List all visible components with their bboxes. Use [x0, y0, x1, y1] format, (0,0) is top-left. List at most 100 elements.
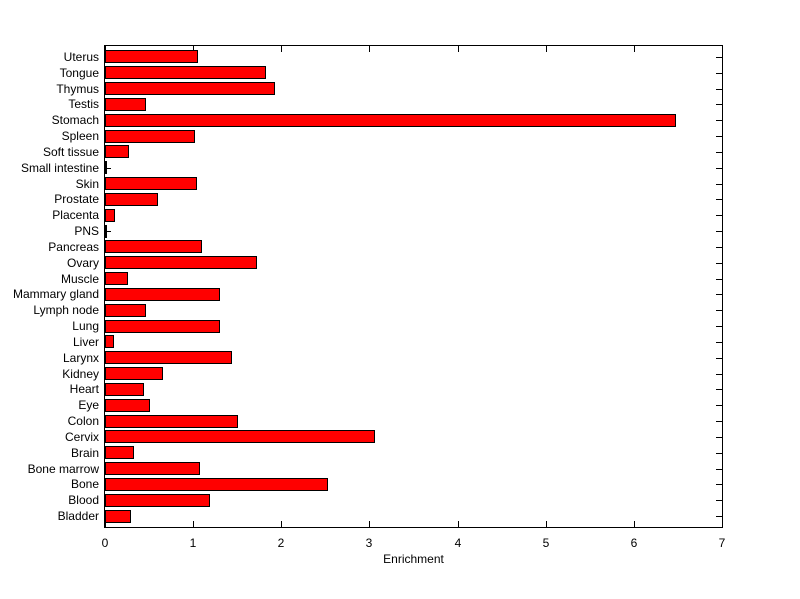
y-tick-right: [716, 231, 722, 232]
y-tick-label: Mammary gland: [12, 287, 99, 301]
x-tick-bottom: [546, 521, 547, 527]
y-tick-left: [105, 168, 111, 169]
y-tick-label: Liver: [72, 335, 99, 349]
x-tick-label: 1: [189, 536, 197, 550]
x-tick-label: 2: [277, 536, 285, 550]
x-tick-top: [281, 46, 282, 52]
y-tick-right: [716, 294, 722, 295]
bar-tongue: [105, 66, 266, 79]
y-tick-label: Spleen: [61, 129, 99, 143]
bar-muscle: [105, 272, 128, 285]
y-tick-label: Stomach: [51, 113, 99, 127]
y-tick-label: Lung: [72, 319, 99, 333]
y-tick-right: [716, 342, 722, 343]
bar-skin: [105, 177, 197, 190]
bar-spleen: [105, 130, 195, 143]
x-tick-bottom: [458, 521, 459, 527]
y-tick-label: Bone marrow: [27, 462, 99, 476]
y-tick-label: Bone: [70, 477, 99, 491]
bar-cervix: [105, 430, 375, 443]
bar-prostate: [105, 193, 158, 206]
x-tick-bottom: [193, 521, 194, 527]
x-tick-top: [458, 46, 459, 52]
bar-mammary-gland: [105, 288, 220, 301]
bar-uterus: [105, 50, 198, 63]
y-tick-right: [716, 374, 722, 375]
y-tick-label: Muscle: [60, 272, 99, 286]
y-tick-label: Colon: [67, 414, 99, 428]
y-tick-right: [716, 247, 722, 248]
bar-bone: [105, 478, 328, 491]
y-tick-label: Placenta: [52, 208, 99, 222]
y-tick-right: [716, 120, 722, 121]
x-tick-label: 4: [454, 536, 462, 550]
y-tick-right: [716, 104, 722, 105]
y-tick-label: Blood: [68, 493, 99, 507]
bar-lung: [105, 320, 220, 333]
bar-stomach: [105, 114, 676, 127]
x-tick-bottom: [281, 521, 282, 527]
y-tick-right: [716, 484, 722, 485]
y-tick-right: [716, 73, 722, 74]
bar-kidney: [105, 367, 163, 380]
y-tick-label: Soft tissue: [42, 145, 99, 159]
y-tick-right: [716, 358, 722, 359]
x-tick-bottom: [369, 521, 370, 527]
y-tick-right: [716, 500, 722, 501]
y-tick-label: Skin: [75, 177, 99, 191]
bar-eye: [105, 399, 150, 412]
x-tick-top: [546, 46, 547, 52]
bar-soft-tissue: [105, 145, 129, 158]
bar-placenta: [105, 209, 115, 222]
y-tick-right: [716, 152, 722, 153]
x-tick-label: 7: [718, 536, 726, 550]
y-tick-right: [716, 263, 722, 264]
y-tick-right: [716, 310, 722, 311]
y-tick-right: [716, 469, 722, 470]
y-tick-label: Small intestine: [20, 161, 99, 175]
bar-colon: [105, 415, 238, 428]
y-tick-label: Heart: [69, 382, 99, 396]
bar-thymus: [105, 82, 275, 95]
x-tick-bottom: [722, 521, 723, 527]
x-tick-top: [193, 46, 194, 52]
y-tick-label: Tongue: [59, 66, 99, 80]
x-tick-top: [722, 46, 723, 52]
y-tick-right: [716, 199, 722, 200]
y-tick-label: Thymus: [56, 82, 99, 96]
x-tick-top: [105, 46, 106, 52]
plot-area: [104, 45, 723, 528]
y-tick-label: Bladder: [57, 509, 99, 523]
y-tick-right: [716, 215, 722, 216]
bar-pns: [105, 225, 107, 238]
y-tick-right: [716, 389, 722, 390]
y-tick-right: [716, 421, 722, 422]
bar-ovary: [105, 256, 257, 269]
y-tick-right: [716, 168, 722, 169]
x-tick-label: 6: [630, 536, 638, 550]
y-tick-right: [716, 279, 722, 280]
x-tick-label: 0: [101, 536, 109, 550]
y-tick-label: Pancreas: [48, 240, 99, 254]
y-tick-label: Brain: [70, 446, 99, 460]
y-tick-left: [105, 231, 111, 232]
y-tick-label: Prostate: [54, 192, 99, 206]
bar-pancreas: [105, 240, 202, 253]
bar-blood: [105, 494, 210, 507]
x-tick-bottom: [634, 521, 635, 527]
bar-brain: [105, 446, 134, 459]
x-tick-top: [634, 46, 635, 52]
y-tick-right: [716, 453, 722, 454]
bar-small-intestine: [105, 161, 107, 174]
bar-bladder: [105, 510, 131, 523]
bar-heart: [105, 383, 144, 396]
x-tick-bottom: [105, 521, 106, 527]
y-tick-label: Cervix: [64, 430, 99, 444]
bar-lymph-node: [105, 304, 146, 317]
x-tick-label: 5: [542, 536, 550, 550]
x-axis-title: Enrichment: [383, 552, 444, 566]
y-tick-right: [716, 184, 722, 185]
y-tick-right: [716, 57, 722, 58]
bar-liver: [105, 335, 114, 348]
